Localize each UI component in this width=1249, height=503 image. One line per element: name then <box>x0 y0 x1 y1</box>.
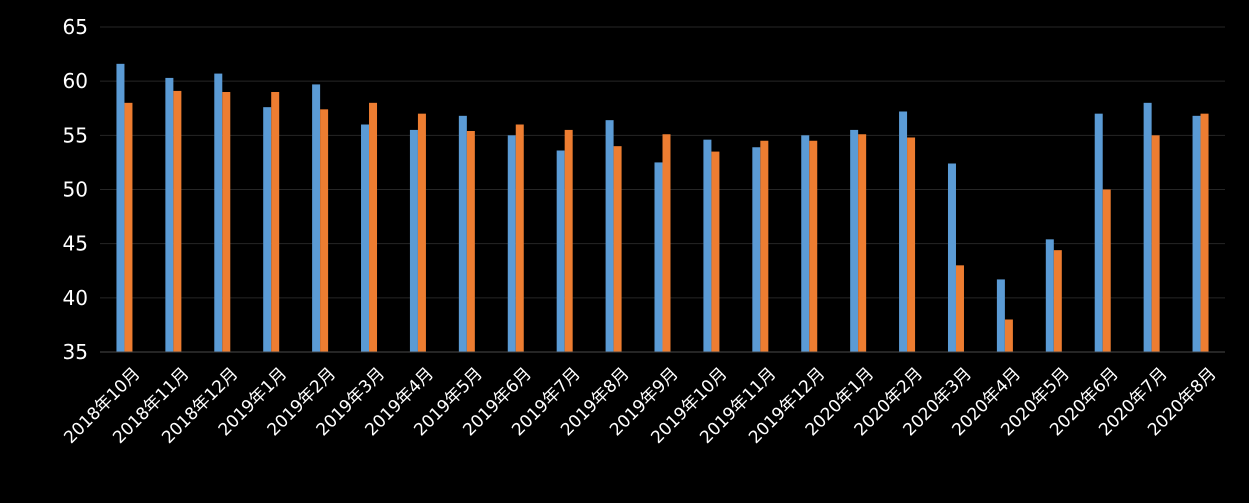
bar-series1-4 <box>312 84 321 353</box>
bar-series1-13 <box>752 147 761 352</box>
bar-series2-7 <box>466 131 475 352</box>
bar-series2-12 <box>711 151 720 352</box>
bar-series1-9 <box>556 150 565 352</box>
bar-series1-18 <box>996 279 1005 352</box>
bar-series2-17 <box>955 265 964 352</box>
bar-series2-16 <box>907 137 916 352</box>
bar-series1-12 <box>703 139 712 352</box>
bars <box>116 63 1209 353</box>
bar-series1-19 <box>1045 239 1054 352</box>
y-tick-label: 60 <box>63 69 88 93</box>
bar-series2-0 <box>124 102 133 352</box>
y-tick-label: 55 <box>63 123 88 147</box>
y-tick-label: 40 <box>63 286 88 310</box>
bar-series2-8 <box>515 124 524 352</box>
bar-series1-10 <box>605 120 614 353</box>
bar-series2-9 <box>564 129 573 352</box>
bar-series2-11 <box>662 134 671 352</box>
bar-series1-15 <box>850 129 859 352</box>
bar-series1-14 <box>801 135 810 352</box>
bar-series2-21 <box>1151 135 1160 352</box>
bar-series1-20 <box>1094 113 1103 353</box>
bar-series2-22 <box>1200 113 1209 353</box>
bar-series2-2 <box>222 92 231 352</box>
y-tick-label: 35 <box>63 340 88 364</box>
bar-series2-14 <box>809 140 818 352</box>
bar-series2-5 <box>369 102 378 352</box>
y-axis-ticks: 35 40 45 50 55 60 65 <box>63 15 88 364</box>
bar-series2-13 <box>760 140 769 352</box>
bar-series1-11 <box>654 162 663 352</box>
bar-series2-20 <box>1102 189 1111 352</box>
y-tick-label: 45 <box>63 232 88 256</box>
bar-series1-6 <box>409 129 418 352</box>
bar-series1-17 <box>947 163 956 352</box>
bar-series2-10 <box>613 146 622 352</box>
bar-series2-19 <box>1053 250 1062 352</box>
bar-series2-3 <box>271 92 280 352</box>
bar-series1-2 <box>214 73 223 352</box>
x-axis-labels: 2018年10月2018年11月2018年12月2019年1月2019年2月20… <box>60 364 1220 448</box>
bar-series1-21 <box>1143 102 1152 352</box>
bar-series1-7 <box>458 115 467 352</box>
bar-series2-1 <box>173 90 182 353</box>
bar-series1-22 <box>1192 115 1201 352</box>
bar-series1-1 <box>165 77 174 353</box>
y-tick-label: 65 <box>63 15 88 39</box>
bar-series1-0 <box>116 63 125 352</box>
y-tick-label: 50 <box>63 178 88 202</box>
bar-series1-3 <box>263 107 272 353</box>
bar-series2-15 <box>858 134 867 352</box>
bar-series1-5 <box>361 124 370 352</box>
bar-series2-18 <box>1004 319 1013 352</box>
bar-series1-8 <box>507 135 516 352</box>
bar-series2-4 <box>320 109 329 352</box>
bar-series1-16 <box>899 111 908 352</box>
bar-series2-6 <box>417 113 426 353</box>
